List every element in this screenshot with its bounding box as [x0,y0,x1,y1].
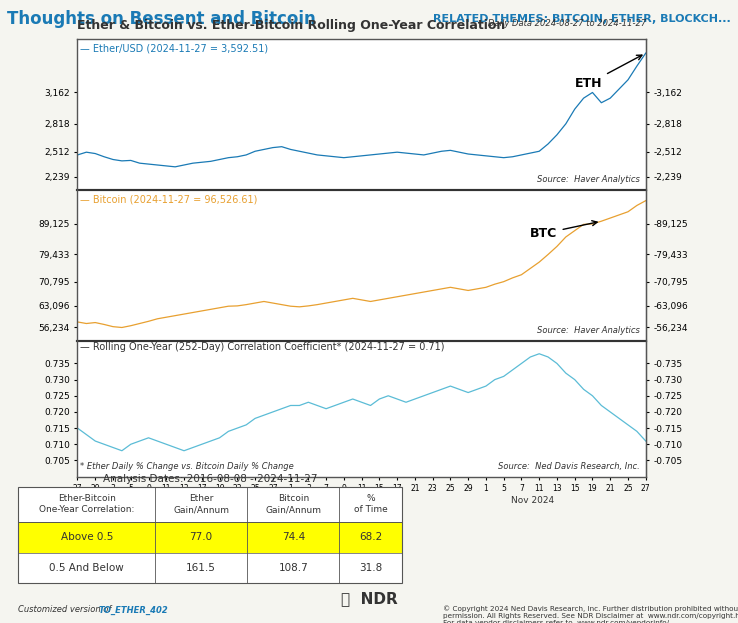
Text: Source:  Ned Davis Research, Inc.: Source: Ned Davis Research, Inc. [498,462,640,471]
Text: Analysis Dates: 2016-08-08 - 2024-11-27: Analysis Dates: 2016-08-08 - 2024-11-27 [103,474,317,484]
Text: 108.7: 108.7 [278,563,308,573]
Text: Above 0.5: Above 0.5 [61,532,113,543]
Text: 161.5: 161.5 [186,563,216,573]
Text: 31.8: 31.8 [359,563,382,573]
Text: Oct 2024: Oct 2024 [318,496,359,505]
Text: * Ether Daily % Change vs. Bitcoin Daily % Change: * Ether Daily % Change vs. Bitcoin Daily… [80,462,294,471]
Text: © Copyright 2024 Ned Davis Research, Inc. Further distribution prohibited withou: © Copyright 2024 Ned Davis Research, Inc… [443,606,738,623]
Text: %
of Time: % of Time [354,495,387,515]
Text: Daily Data 2024-08-27 to 2024-11-27: Daily Data 2024-08-27 to 2024-11-27 [488,19,646,28]
Text: 74.4: 74.4 [282,532,305,543]
Bar [18,553,402,584]
Text: Ether
Gain/Annum: Ether Gain/Annum [173,495,229,515]
Text: — Rolling One-Year (252-Day) Correlation Coefficient* (2024-11-27 = 0.71): — Rolling One-Year (252-Day) Correlation… [80,342,445,352]
Text: Sep 2024: Sep 2024 [105,496,147,505]
Text: ETH: ETH [575,55,642,90]
Text: Thoughts on Bessent and Bitcoin: Thoughts on Bessent and Bitcoin [7,11,316,28]
Text: Customized version of: Customized version of [18,606,114,614]
Text: TO_ETHER_402: TO_ETHER_402 [98,606,168,614]
Bar [18,487,402,522]
Text: 77.0: 77.0 [190,532,213,543]
Text: RELATED THEMES: BITCOIN, ETHER, BLOCKCH...: RELATED THEMES: BITCOIN, ETHER, BLOCKCH.… [433,14,731,24]
Text: — Ether/USD (2024-11-27 = 3,592.51): — Ether/USD (2024-11-27 = 3,592.51) [80,43,269,53]
Bar [18,522,402,553]
Text: 0.5 And Below: 0.5 And Below [49,563,124,573]
Text: Nov 2024: Nov 2024 [511,496,554,505]
Text: BTC: BTC [531,221,597,240]
Bar [18,487,402,584]
Text: Source:  Haver Analytics: Source: Haver Analytics [537,174,640,184]
Text: 68.2: 68.2 [359,532,382,543]
Text: — Bitcoin (2024-11-27 = 96,526.61): — Bitcoin (2024-11-27 = 96,526.61) [80,194,258,204]
Text: Ether & Bitcoin vs. Ether-Bitcoin Rolling One-Year Correlation: Ether & Bitcoin vs. Ether-Bitcoin Rollin… [77,19,506,32]
Text: 🦅  NDR: 🦅 NDR [341,591,397,606]
Text: Bitcoin
Gain/Annum: Bitcoin Gain/Annum [266,495,321,515]
Text: Source:  Haver Analytics: Source: Haver Analytics [537,326,640,335]
Text: Ether-Bitcoin
One-Year Correlation:: Ether-Bitcoin One-Year Correlation: [39,495,134,515]
